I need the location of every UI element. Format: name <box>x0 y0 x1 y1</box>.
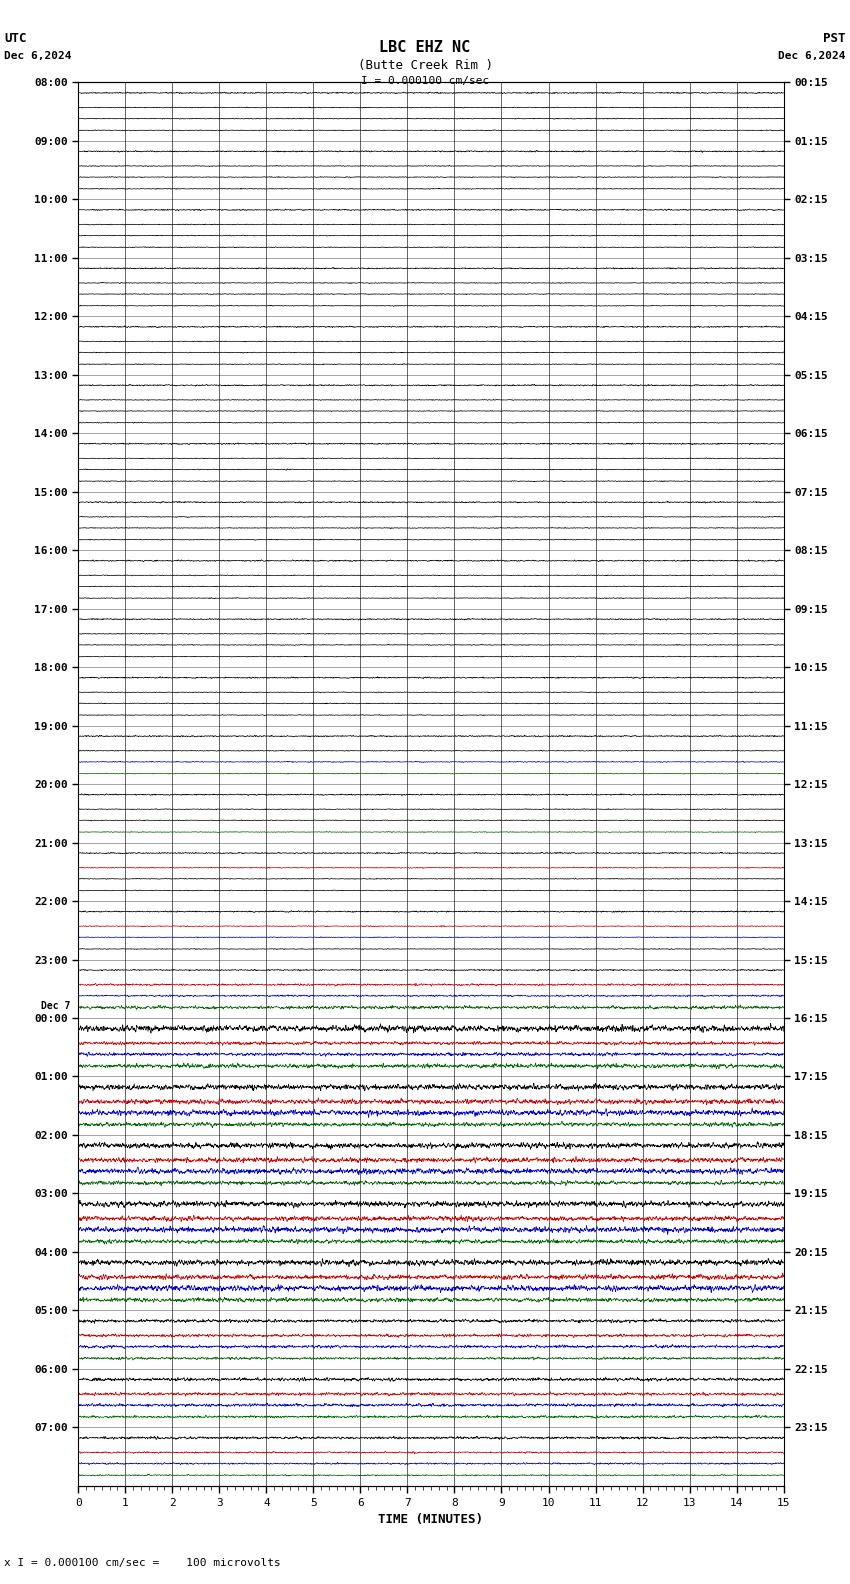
Text: LBC EHZ NC: LBC EHZ NC <box>379 40 471 54</box>
Text: PST: PST <box>824 32 846 44</box>
Text: (Butte Creek Rim ): (Butte Creek Rim ) <box>358 59 492 71</box>
Text: Dec 6,2024: Dec 6,2024 <box>779 51 846 60</box>
Text: Dec 6,2024: Dec 6,2024 <box>4 51 71 60</box>
Text: I = 0.000100 cm/sec: I = 0.000100 cm/sec <box>361 76 489 86</box>
Text: x I = 0.000100 cm/sec =    100 microvolts: x I = 0.000100 cm/sec = 100 microvolts <box>4 1559 281 1568</box>
X-axis label: TIME (MINUTES): TIME (MINUTES) <box>378 1513 484 1525</box>
Text: Dec 7: Dec 7 <box>41 1001 70 1011</box>
Text: UTC: UTC <box>4 32 26 44</box>
